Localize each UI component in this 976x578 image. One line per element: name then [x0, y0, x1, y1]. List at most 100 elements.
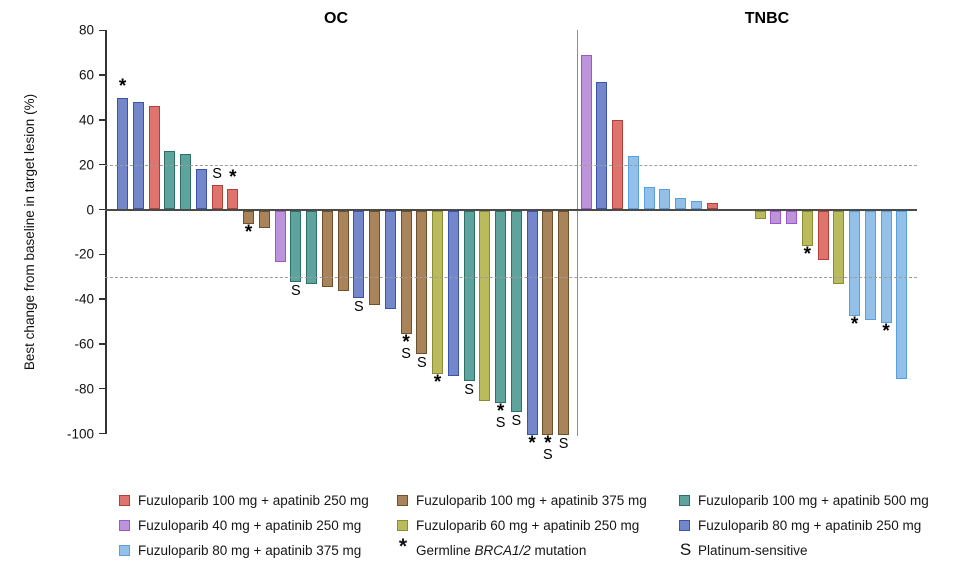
germline-brca-mark: *: [496, 401, 505, 423]
germline-brca-mark: *: [229, 167, 237, 189]
bar-annotation: *: [216, 167, 250, 189]
bar-tnbc-7: [675, 198, 687, 210]
bar-oc-26: [510, 210, 522, 413]
bar-oc-23: [463, 210, 475, 381]
platinum-sensitive-mark: S: [291, 283, 301, 300]
bar-annotation: *: [232, 221, 266, 243]
bar-tnbc-7: [849, 210, 861, 316]
y-tick-label: 20: [78, 157, 94, 173]
y-tick-label: 40: [78, 112, 94, 128]
legend-item-platinum-sensitive: S Platinum-sensitive: [679, 541, 808, 558]
legend-item-yellow: Fuzuloparib 60 mg + apatinib 250 mg: [397, 517, 639, 533]
panel-title-oc: OC: [324, 10, 348, 27]
platinum-sensitive-mark: S: [511, 413, 522, 430]
legend-label: Fuzuloparib 100 mg + apatinib 375 mg: [416, 492, 647, 508]
legend-label: Fuzuloparib 100 mg + apatinib 250 mg: [138, 492, 369, 508]
y-tick-label: -80: [74, 381, 94, 397]
bar-oc-20: [416, 210, 428, 354]
y-tick-mark: [99, 253, 105, 255]
legend-label: Fuzuloparib 40 mg + apatinib 250 mg: [138, 517, 362, 533]
bar-tnbc-8: [864, 210, 876, 321]
y-tick-label: -20: [74, 246, 94, 262]
platinum-sensitive-mark: S: [354, 298, 364, 315]
bar-annotation: * S: [389, 333, 423, 362]
y-tick-mark: [99, 29, 105, 31]
y-tick-mark: [99, 343, 105, 345]
bar-oc-18: [384, 210, 396, 310]
bar-tnbc-10: [896, 210, 908, 379]
legend-label: Fuzuloparib 80 mg + apatinib 250 mg: [698, 517, 922, 533]
bar-annotation: S: [279, 283, 313, 300]
y-tick-mark: [99, 298, 105, 300]
germline-brca-mark: *: [433, 372, 442, 394]
legend-item-teal: Fuzuloparib 100 mg + apatinib 500 mg: [679, 492, 929, 508]
bar-annotation: *: [790, 245, 824, 264]
platinum-sensitive-mark: S: [543, 446, 553, 463]
bar-annotation: *: [106, 75, 140, 97]
germline-brca-mark: *: [544, 432, 552, 454]
legend-label: Fuzuloparib 60 mg + apatinib 250 mg: [416, 517, 640, 533]
bar-oc-3: [148, 106, 160, 210]
panel-divider-line: [577, 30, 579, 436]
y-tick-label: -40: [74, 291, 94, 307]
bar-oc-19: [400, 210, 412, 334]
bar-tnbc-2: [596, 81, 608, 210]
bar-oc-27: [526, 210, 538, 435]
bar-annotation: S: [200, 165, 234, 182]
platinum-sensitive-mark: S: [212, 165, 222, 182]
y-tick-mark: [99, 432, 105, 435]
platinum-sensitive-mark: S: [558, 435, 569, 452]
bar-oc-13: [306, 210, 318, 285]
legend-item-germline-mutation: * Germline BRCA1/2 mutation: [397, 535, 586, 558]
asterisk-icon: *: [398, 535, 408, 558]
bar-oc-29: [558, 210, 570, 435]
bar-annotation: * S: [531, 432, 565, 463]
germline-brca-mark: *: [244, 221, 253, 243]
legend-item-purple: Fuzuloparib 40 mg + apatinib 250 mg: [119, 517, 361, 533]
bar-tnbc-6: [659, 189, 671, 210]
bar-annotation: *: [515, 432, 549, 454]
bar-oc-1: [117, 97, 129, 210]
y-tick-mark: [99, 74, 105, 76]
legend-swatch-red: [119, 494, 130, 506]
y-tick-label: -100: [66, 426, 94, 441]
bar-annotation: S: [405, 354, 439, 371]
bar-oc-2: [132, 101, 144, 210]
germline-brca-mark: *: [118, 75, 127, 97]
bar-annotation: S: [452, 382, 486, 397]
bar-tnbc-8: [690, 200, 702, 210]
legend-item-brown: Fuzuloparib 100 mg + apatinib 375 mg: [397, 492, 647, 508]
panel-title-tnbc: TNBC: [744, 10, 790, 27]
legend-label: Fuzuloparib 80 mg + apatinib 375 mg: [138, 542, 362, 558]
bar-annotation: S: [342, 298, 376, 315]
legend-swatch-yellow: [397, 519, 408, 531]
bar-oc-16: [353, 210, 365, 298]
bar-tnbc-1: [754, 210, 766, 220]
bar-oc-15: [337, 210, 349, 292]
bar-oc-9: [243, 210, 255, 224]
bar-tnbc-5: [817, 210, 829, 260]
bar-annotation: * S: [484, 401, 518, 432]
bar-oc-22: [447, 210, 459, 377]
germline-brca-mark: *: [882, 320, 890, 342]
y-tick-label: -60: [74, 336, 94, 352]
legend-swatch-teal: [679, 494, 690, 506]
legend-label: Fuzuloparib 100 mg + apatinib 500 mg: [698, 492, 929, 508]
bar-oc-24: [479, 210, 491, 401]
bar-oc-12: [290, 210, 302, 283]
bar-oc-4: [164, 151, 176, 210]
bar-annotation: *: [869, 320, 903, 342]
bar-oc-8: [227, 189, 239, 210]
germline-brca-mark: *: [528, 432, 536, 454]
reference-line-20: [105, 164, 917, 166]
bar-tnbc-6: [833, 210, 845, 285]
zero-baseline: [105, 209, 917, 211]
platinum-sensitive-mark: S: [401, 345, 411, 362]
platinum-sensitive-mark: S: [417, 354, 427, 371]
legend-item-periwinkle: Fuzuloparib 80 mg + apatinib 250 mg: [679, 517, 921, 533]
bar-oc-28: [542, 210, 554, 435]
y-tick-label: 80: [78, 22, 94, 38]
platinum-sensitive-mark: S: [495, 415, 506, 432]
bar-annotation: S: [499, 413, 533, 430]
